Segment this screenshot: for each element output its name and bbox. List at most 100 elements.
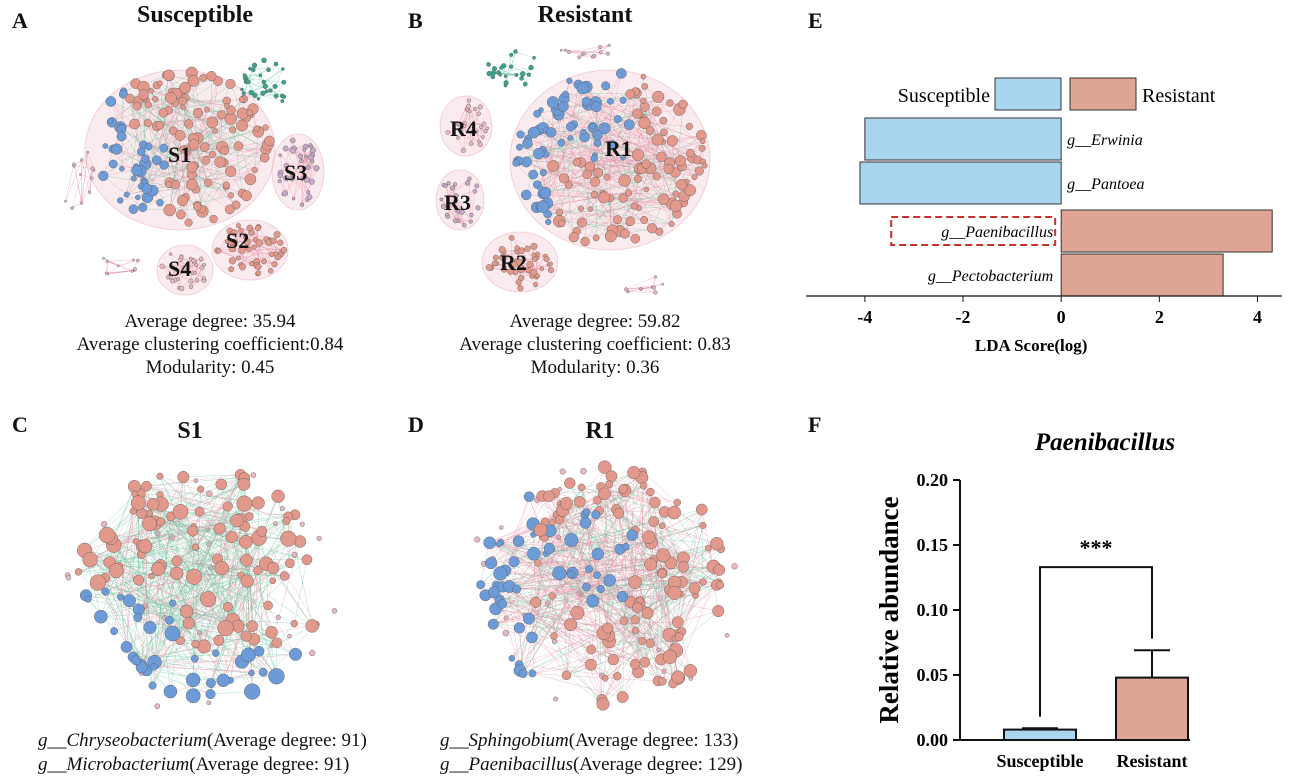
bar-gpectobacterium [1060,253,1224,297]
caption-hub-2: g__Paenibacillus(Average degree: 129) [440,754,743,775]
module-r3 [439,176,481,228]
modularity: Modularity: 0.45 [145,357,275,378]
lda-score-chart: Susceptible Resistant g__Erwinia g__Pantoea… [806,77,1282,355]
x-tick-label-resistant: Resistant [1117,751,1188,771]
node-layer [476,460,726,711]
node-layer [102,256,140,276]
node-layer [486,49,536,88]
node-layer [277,137,320,207]
module-label-s2: S2 [226,228,250,253]
node-layer [559,43,611,60]
x-tick-label: -4 [857,307,872,327]
node-layer [512,68,708,247]
modularity: Modularity: 0.36 [530,357,660,378]
clustering-coefficient: Average clustering coefficient: 0.83 [459,334,731,355]
significance-label: *** [1080,535,1113,560]
x-tick-label-susceptible: Susceptible [996,751,1083,771]
caption-hub-1: g__Sphingobium(Average degree: 133) [440,730,739,751]
y-tick-label: 0.00 [917,730,949,750]
node-layer [485,235,555,292]
panel-d-title: R1 [585,418,615,444]
legend: Susceptible Resistant [898,77,1216,111]
x-tick-label: 0 [1057,307,1066,327]
bar-susceptible [1003,728,1077,742]
legend-swatch-resistant [1069,77,1137,111]
legend-label-susceptible: Susceptible [898,85,990,107]
panel-letter-e: E [808,8,823,33]
y-tick-label: 0.20 [917,470,949,490]
panel-c-title: S1 [177,418,203,444]
module-s1 [98,66,275,227]
node-layer [74,469,320,704]
module-r1 [512,68,708,247]
resistant-network [435,43,711,295]
module-label-r4: R4 [450,116,477,141]
module-r4 [445,98,489,153]
x-tick-label: 2 [1155,307,1164,327]
module-small-top [559,43,611,60]
module-small-bottom [102,256,140,276]
significance-bracket [1039,566,1153,717]
bar-gpaenibacillus [1060,209,1273,253]
node-layer [624,275,664,295]
module-s2 [214,223,288,277]
node-layer [445,98,489,153]
edge-layer [65,151,95,209]
module-label-s1: S1 [168,142,192,167]
node-layer [240,57,287,103]
module-s3 [277,137,320,207]
average-degree: Average degree: 35.94 [124,311,296,332]
node-layer [439,176,481,228]
relative-abundance-chart: Paenibacillus 0.00 0.05 0.10 0.15 0.20 Relativ… [874,429,1190,771]
module-label-r1: R1 [605,136,632,161]
legend-label-resistant: Resistant [1142,85,1216,107]
module-label-r3: R3 [444,190,471,215]
bar-label-gerwinia: g__Erwinia [1067,132,1143,149]
clustering-coefficient: Average clustering coefficient:0.84 [76,334,344,355]
panel-b-stats: Average degree: 59.82 Average clustering… [410,310,780,379]
s1-nodes [74,469,320,704]
r1-module-network [474,460,738,711]
module-small-bottom [624,275,664,295]
panel-letter-c: C [12,412,28,437]
panel-letter-b: B [408,8,423,33]
x-tick-label: -2 [956,307,971,327]
chart-title: Paenibacillus [1034,429,1175,456]
s1-module-network [64,469,338,710]
panel-a-stats: Average degree: 35.94 Average clustering… [30,310,390,379]
module-teal [486,49,536,88]
y-tick-label: 0.15 [917,535,949,555]
panel-letter-d: D [408,412,424,437]
bar-gerwinia [864,117,1062,161]
bar-label-gpaenibacillus: g__Paenibacillus [941,224,1053,241]
module-teal [240,57,287,103]
bar-label-gpantoea: g__Pantoea [1067,176,1144,193]
node-layer [98,66,275,227]
node-layer [159,252,207,292]
panel-a-title: Susceptible [136,2,253,28]
highlight-box [890,216,1057,246]
bar-resistant [1115,676,1189,742]
panel-letter-a: A [12,8,28,33]
node-layer [64,150,96,210]
r1-nodes [476,460,726,711]
x-tick-label: 4 [1253,307,1262,327]
bar-label-gpectobacterium: g__Pectobacterium [928,268,1053,285]
panel-b-title: Resistant [537,2,633,28]
module-r2 [485,235,555,292]
panel-letter-f: F [808,412,822,437]
y-axis-label: Relative abundance [874,496,904,723]
x-axis-label: LDA Score(log) [975,336,1088,355]
node-layer [214,223,288,277]
caption-hub-1: g__Chryseobacterium(Average degree: 91) [38,730,367,751]
module-small-left [64,150,96,210]
legend-swatch-susceptible [994,77,1062,111]
module-label-r2: R2 [500,250,527,275]
average-degree: Average degree: 59.82 [509,311,681,332]
bar-gpantoea [859,161,1062,205]
y-tick-label: 0.05 [917,665,949,685]
module-s4 [159,252,207,292]
caption-hub-2: g__Microbacterium(Average degree: 91) [38,754,350,775]
module-label-s4: S4 [168,256,192,281]
susceptible-network [64,57,325,296]
